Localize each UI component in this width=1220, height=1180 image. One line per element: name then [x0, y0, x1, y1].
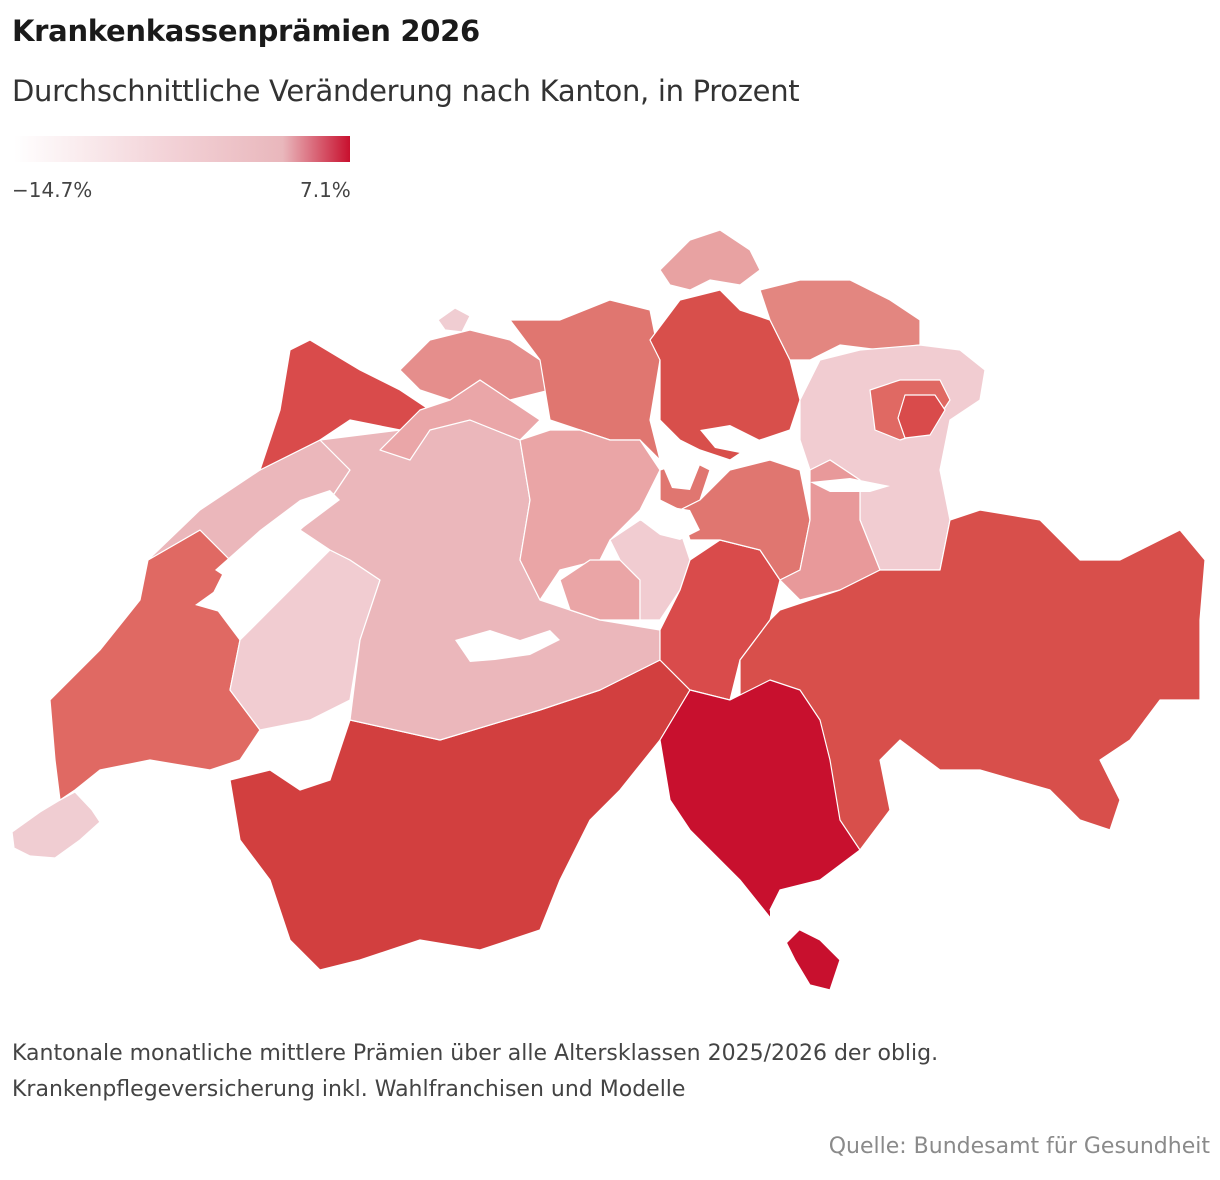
canton-OW — [559, 559, 641, 621]
lake-lucerne — [640, 505, 700, 540]
lake-geneva — [195, 550, 310, 615]
canton-BS — [437, 307, 471, 333]
lake-zurich — [700, 425, 800, 455]
canton-GE — [11, 791, 101, 859]
legend-max-label: 7.1% — [300, 178, 351, 202]
canton-AI — [897, 394, 946, 439]
color-legend — [14, 136, 350, 162]
chart-note: Kantonale monatliche mittlere Prämien üb… — [12, 1036, 1112, 1108]
lake-zug — [660, 450, 700, 490]
lake-walen — [810, 478, 890, 492]
canton-SH — [659, 229, 761, 291]
canton-TI — [659, 679, 861, 991]
switzerland-map — [11, 229, 1206, 991]
legend-min-label: −14.7% — [12, 178, 93, 202]
note-line-1: Kantonale monatliche mittlere Prämien üb… — [12, 1041, 939, 1066]
lake-thun-brienz — [455, 630, 560, 662]
canton-JU — [259, 339, 431, 471]
legend-gradient-bar — [14, 136, 350, 162]
source-label: Quelle: Bundesamt für Gesundheit — [828, 1134, 1210, 1159]
note-line-2: Krankenpflegeversicherung inkl. Wahlfran… — [12, 1077, 686, 1102]
canton-LU — [519, 429, 661, 601]
canton-VS — [229, 659, 691, 971]
lake-neuchatel — [215, 490, 340, 580]
lake-maggiore — [770, 910, 800, 945]
chart-subtitle: Durchschnittliche Veränderung nach Kanto… — [12, 74, 800, 108]
canton-SO — [379, 379, 541, 461]
chart-title: Krankenkassenprämien 2026 — [12, 14, 480, 48]
canton-ZH — [649, 289, 801, 461]
